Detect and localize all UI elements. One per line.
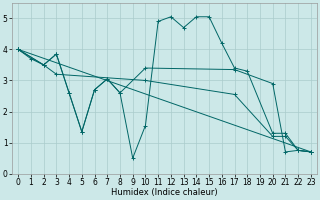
- X-axis label: Humidex (Indice chaleur): Humidex (Indice chaleur): [111, 188, 218, 197]
